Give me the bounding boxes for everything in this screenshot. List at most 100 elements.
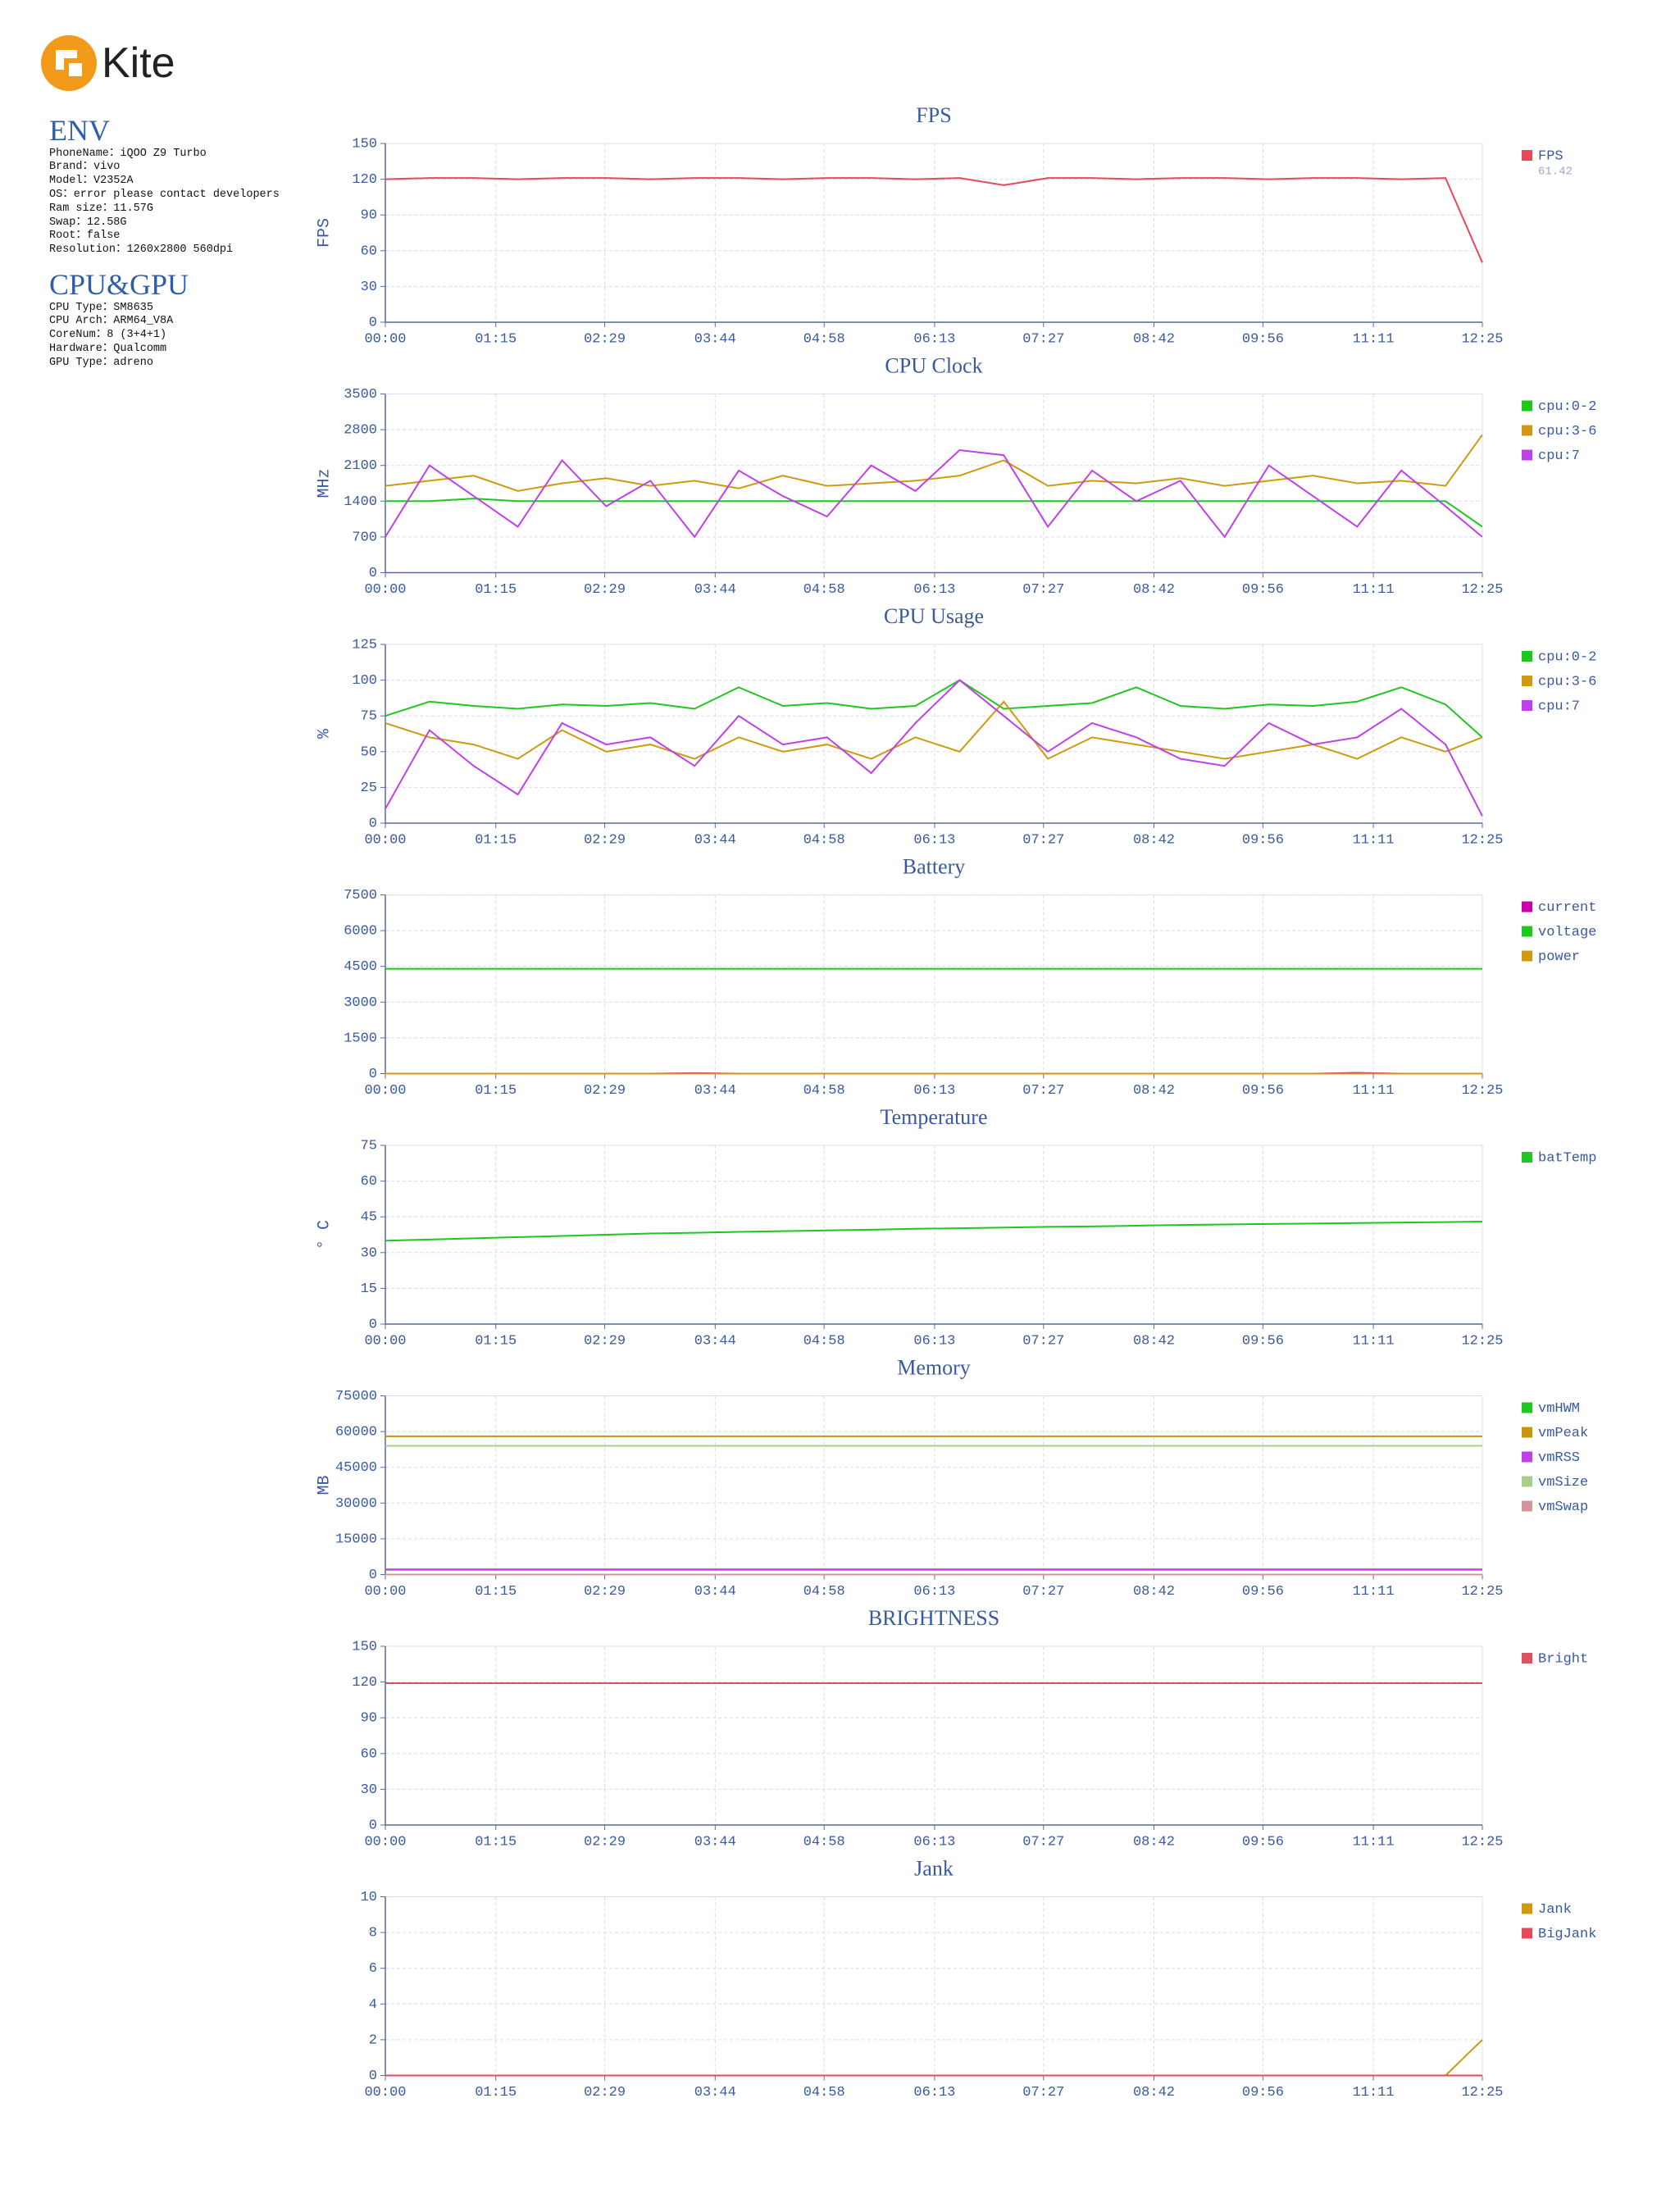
series-line xyxy=(385,1221,1483,1242)
legend-swatch xyxy=(1522,676,1532,686)
y-tick-label: 150 xyxy=(352,136,377,152)
x-tick-label: 08:42 xyxy=(1133,1083,1175,1099)
x-tick-label: 00:00 xyxy=(364,832,406,848)
x-tick-label: 12:25 xyxy=(1461,832,1503,848)
series-line xyxy=(385,2039,1483,2077)
info-line: Hardware：Qualcomm xyxy=(49,342,167,355)
x-tick-label: 09:56 xyxy=(1242,1584,1284,1600)
y-tick-label: 0 xyxy=(369,2069,377,2084)
series-line xyxy=(385,679,1483,817)
x-tick-label: 11:11 xyxy=(1353,832,1395,848)
x-tick-label: 12:25 xyxy=(1461,582,1503,598)
x-tick-label: 11:11 xyxy=(1353,1333,1395,1349)
x-tick-label: 02:29 xyxy=(584,1083,626,1099)
x-tick-label: 02:29 xyxy=(584,2085,626,2100)
y-tick-label: 50 xyxy=(361,744,377,760)
y-tick-label: 60000 xyxy=(335,1425,377,1441)
legend-swatch xyxy=(1522,901,1532,913)
y-tick-label: 25 xyxy=(361,781,377,796)
x-tick-label: 06:13 xyxy=(913,582,955,598)
x-tick-label: 04:58 xyxy=(803,1083,845,1099)
x-tick-label: 11:11 xyxy=(1353,1083,1395,1099)
x-tick-label: 06:13 xyxy=(913,1333,955,1349)
x-tick-label: 00:00 xyxy=(364,1083,406,1099)
plot-border xyxy=(385,1145,1483,1325)
x-tick-label: 02:29 xyxy=(584,1333,626,1349)
x-tick-label: 09:56 xyxy=(1242,2085,1284,2100)
legend-swatch xyxy=(1522,1903,1532,1914)
x-tick-label: 08:42 xyxy=(1133,2085,1175,2100)
x-tick-label: 02:29 xyxy=(584,1584,626,1600)
y-axis-label: % xyxy=(315,728,334,739)
x-tick-label: 00:00 xyxy=(364,331,406,347)
legend-average: 61.42 xyxy=(1538,166,1573,179)
x-tick-label: 01:15 xyxy=(475,1584,517,1600)
env-lines: PhoneName：iQOO Z9 Turbo Brand：vivo Model：V… xyxy=(49,148,320,257)
y-tick-label: 6 xyxy=(369,1961,377,1977)
y-tick-label: 90 xyxy=(361,1711,377,1727)
chart-title: Temperature xyxy=(881,1105,988,1129)
legend-swatch xyxy=(1522,1451,1532,1463)
section-title: ENV xyxy=(49,114,110,147)
y-tick-label: 2 xyxy=(369,2032,377,2048)
x-tick-label: 04:58 xyxy=(803,1584,845,1600)
y-tick-label: 0 xyxy=(369,566,377,581)
legend-swatch xyxy=(1522,1928,1532,1939)
chart-title: BRIGHTNESS xyxy=(868,1606,999,1630)
x-tick-label: 07:27 xyxy=(1022,1083,1064,1099)
plot-border xyxy=(385,394,1483,573)
x-tick-label: 08:42 xyxy=(1133,1584,1175,1600)
x-tick-label: 07:27 xyxy=(1022,582,1064,598)
y-tick-label: 1400 xyxy=(344,494,377,510)
legend-swatch xyxy=(1522,425,1532,436)
y-tick-label: 10 xyxy=(361,1890,377,1905)
x-tick-label: 03:44 xyxy=(694,331,736,347)
x-tick-label: 07:27 xyxy=(1022,331,1064,347)
x-tick-label: 01:15 xyxy=(475,582,517,598)
y-tick-label: 0 xyxy=(369,1317,377,1332)
legend-label: cpu:0-2 xyxy=(1538,399,1596,415)
info-line: CPU Arch：ARM64_V8A xyxy=(49,315,174,328)
y-tick-label: 0 xyxy=(369,1818,377,1833)
x-tick-label: 06:13 xyxy=(913,2085,955,2100)
legend-label: cpu:7 xyxy=(1538,448,1580,464)
y-tick-label: 120 xyxy=(352,172,377,188)
legend-label: batTemp xyxy=(1538,1150,1596,1166)
legend-label: cpu:3-6 xyxy=(1538,674,1596,690)
y-tick-label: 125 xyxy=(352,637,377,653)
logo: Kite xyxy=(41,35,175,91)
y-tick-label: 150 xyxy=(352,1639,377,1654)
x-tick-label: 11:11 xyxy=(1353,1584,1395,1600)
x-tick-label: 09:56 xyxy=(1242,1333,1284,1349)
x-tick-label: 01:15 xyxy=(475,331,517,347)
info-line: PhoneName：iQOO Z9 Turbo xyxy=(49,147,207,160)
legend-label: vmHWM xyxy=(1538,1401,1580,1417)
x-tick-label: 07:27 xyxy=(1022,2085,1064,2100)
y-axis-label: MB xyxy=(315,1475,334,1495)
info-line: Resolution：1260x2800 560dpi xyxy=(49,244,234,257)
y-tick-label: 60 xyxy=(361,244,377,259)
x-tick-label: 00:00 xyxy=(364,1333,406,1349)
series-line xyxy=(385,177,1483,263)
legend-swatch xyxy=(1522,651,1532,662)
series-line xyxy=(385,448,1483,539)
series-line xyxy=(385,700,1483,760)
x-tick-label: 06:13 xyxy=(913,1083,955,1099)
info-line: Root：false xyxy=(49,230,121,243)
y-tick-label: 30000 xyxy=(335,1496,377,1512)
plot-border xyxy=(385,644,1483,824)
legend-label: Jank xyxy=(1538,1902,1572,1918)
y-axis-label: ° C xyxy=(315,1220,334,1249)
y-tick-label: 30 xyxy=(361,1782,377,1798)
legend-swatch xyxy=(1522,150,1532,161)
legend-label: cpu:7 xyxy=(1538,699,1580,714)
y-tick-label: 700 xyxy=(352,530,377,545)
x-tick-label: 03:44 xyxy=(694,1584,736,1600)
x-tick-label: 12:25 xyxy=(1461,1333,1503,1349)
logo-glyph xyxy=(56,50,82,76)
x-tick-label: 02:29 xyxy=(584,832,626,848)
legend-swatch xyxy=(1522,1653,1532,1664)
legend-label: vmSwap xyxy=(1538,1500,1588,1515)
x-tick-label: 12:25 xyxy=(1461,1083,1503,1099)
